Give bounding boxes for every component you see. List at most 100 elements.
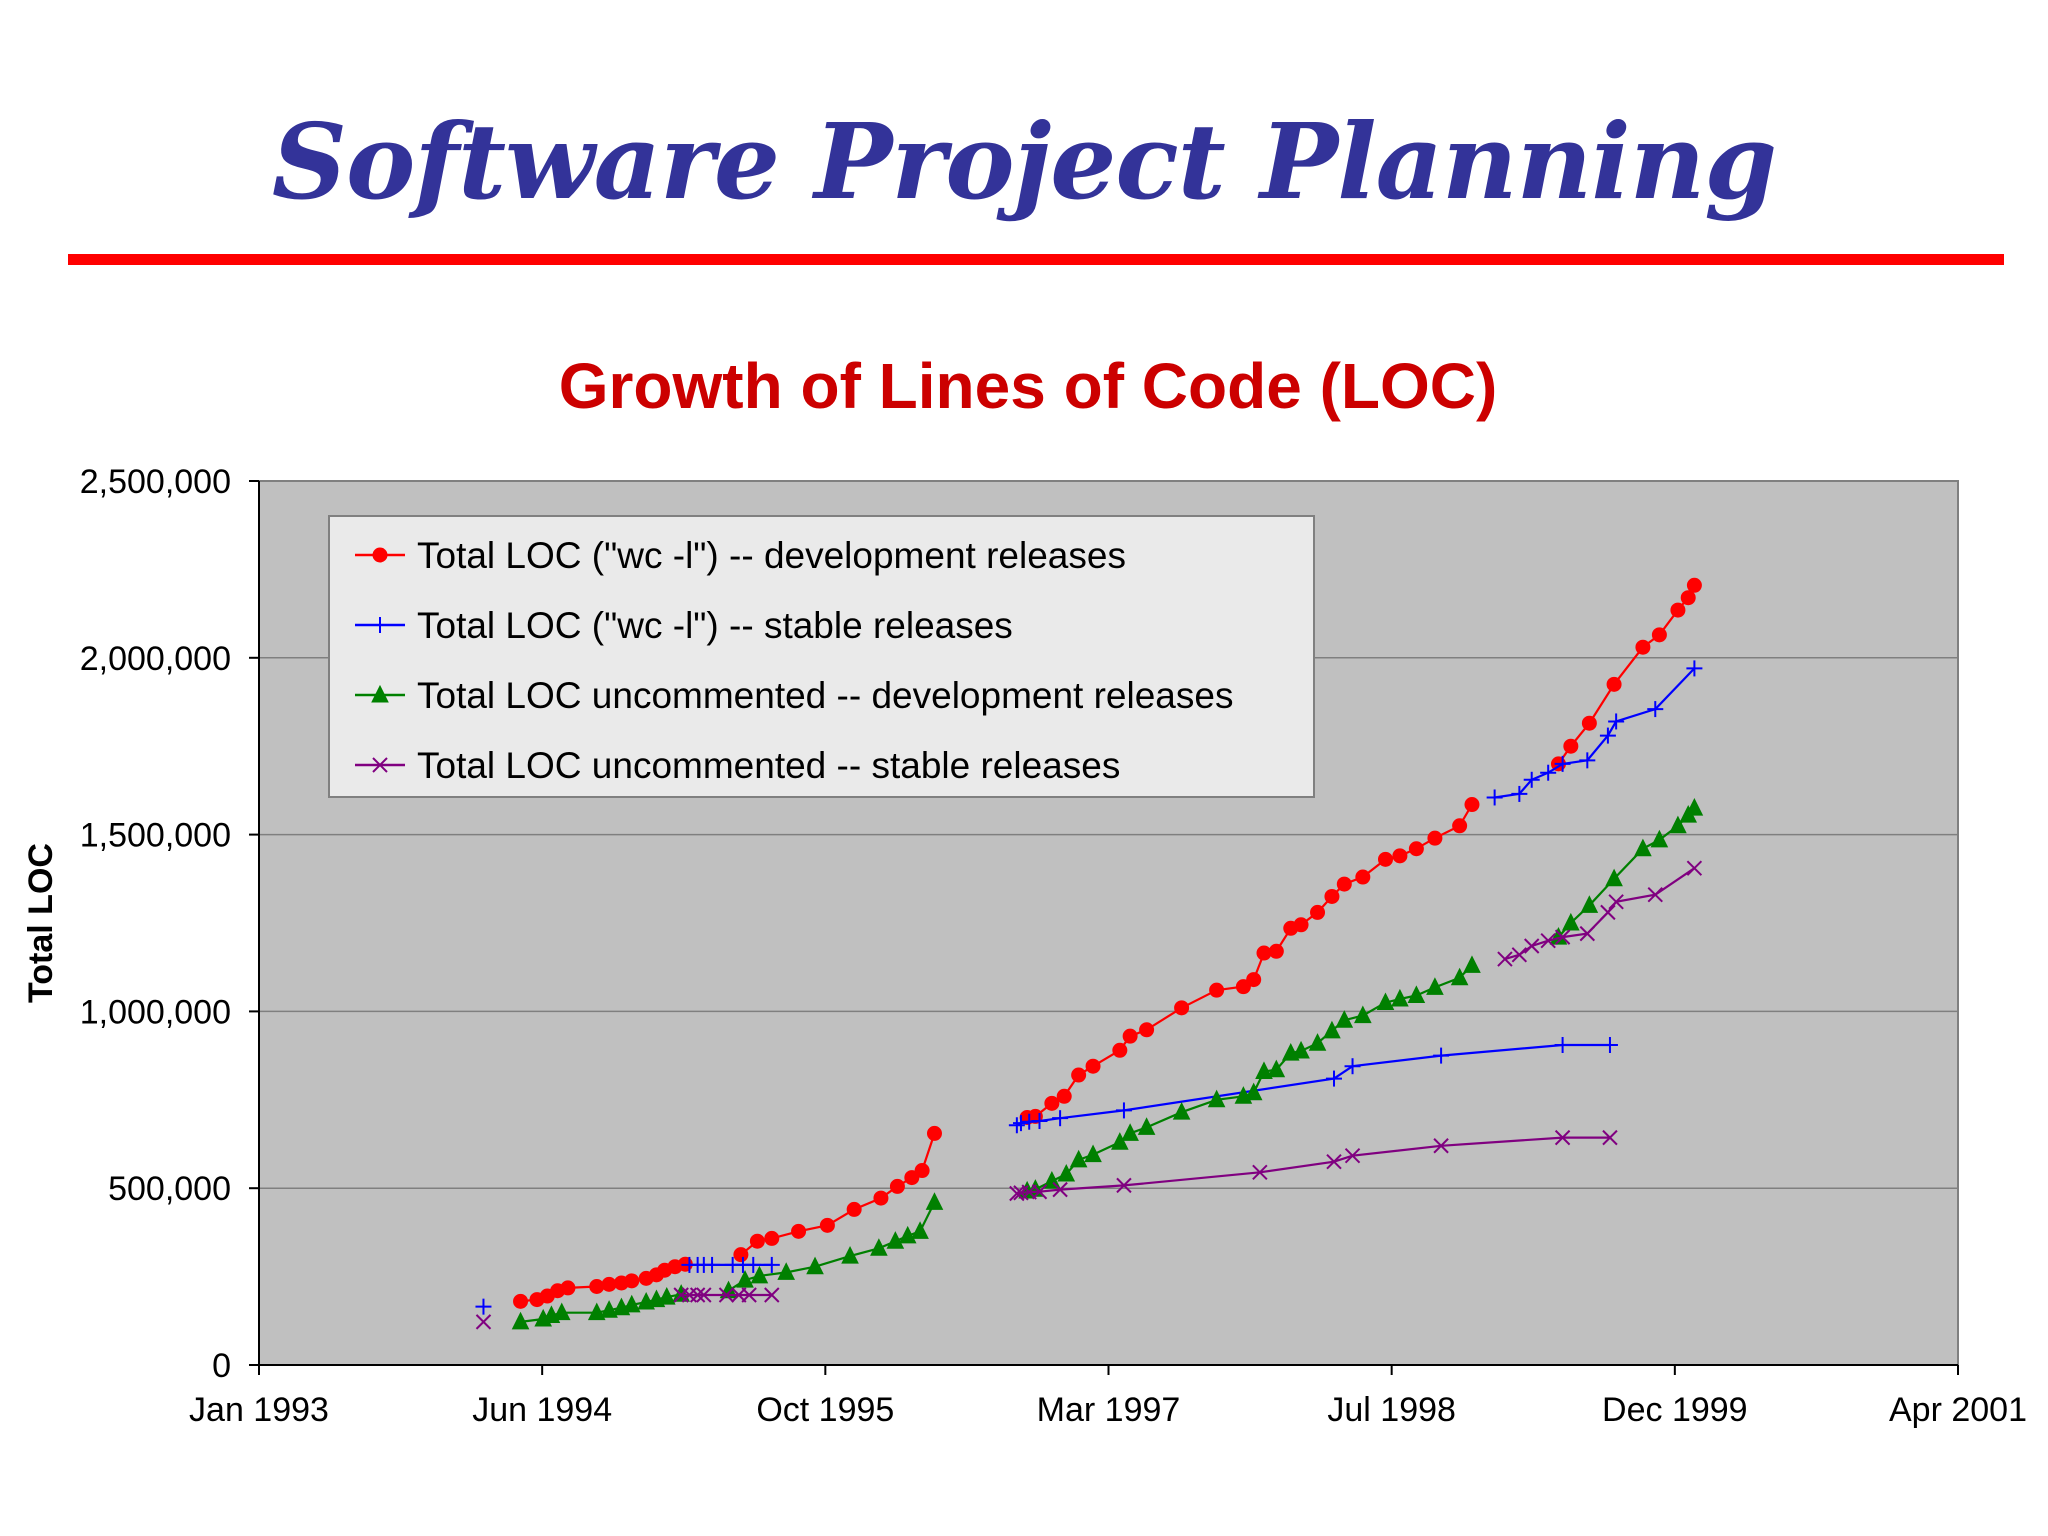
- data-point: [1452, 818, 1468, 834]
- data-point: [733, 1247, 749, 1263]
- data-point: [1523, 771, 1540, 788]
- data-point: [1207, 1089, 1226, 1108]
- data-point: [1174, 1000, 1190, 1016]
- data-point: [749, 1233, 765, 1249]
- data-point: [898, 1225, 917, 1244]
- chart-title: Growth of Lines of Code (LOC): [559, 350, 1498, 422]
- title-rule: [68, 254, 2004, 265]
- y-axis-title: Total LOC: [22, 843, 60, 1003]
- data-point: [745, 1256, 762, 1273]
- axes: 0 500,000 1,000,000 1,500,000 2,000,000 2,500…: [80, 463, 2027, 1429]
- x-tick-label: Dec 1999: [1602, 1391, 1748, 1429]
- data-point: [1111, 1132, 1129, 1150]
- legend-swatch-marker: [372, 757, 388, 773]
- legend-label: Total LOC uncommented -- stable releases: [417, 745, 1120, 786]
- data-point: [1408, 841, 1424, 857]
- data-point: [1523, 938, 1540, 954]
- data-point: [1336, 876, 1352, 892]
- data-point: [1122, 1028, 1138, 1044]
- series-line: [1494, 667, 1696, 799]
- data-point: [1686, 577, 1702, 593]
- data-point: [889, 1178, 905, 1194]
- data-point: [1634, 838, 1652, 857]
- data-point: [1433, 1047, 1450, 1064]
- data-point: [1554, 1036, 1571, 1053]
- data-point: [1172, 1102, 1191, 1120]
- data-point: [1255, 1061, 1273, 1080]
- data-point: [696, 1287, 712, 1303]
- legend-entry-4: Total LOC uncommented -- stable releases: [355, 745, 1120, 786]
- data-point: [1071, 1067, 1087, 1083]
- x-tick-label: Jun 1994: [472, 1391, 612, 1429]
- data-point: [1310, 904, 1326, 920]
- data-point: [1579, 925, 1596, 942]
- legend-entry-3: Total LOC uncommented -- development rel…: [355, 675, 1233, 716]
- data-point: [914, 1163, 930, 1179]
- series-2: [475, 660, 1703, 1315]
- data-point: [736, 1270, 754, 1288]
- data-point: [806, 1256, 824, 1275]
- data-point: [1427, 830, 1443, 846]
- data-point: [1031, 1113, 1048, 1130]
- series-4: [475, 860, 1703, 1330]
- data-point: [926, 1125, 942, 1141]
- data-point: [1426, 977, 1444, 995]
- legend-label: Total LOC ("wc -l") -- development relea…: [417, 535, 1126, 576]
- data-point: [513, 1293, 529, 1309]
- data-point: [1464, 797, 1480, 813]
- data-point: [904, 1170, 920, 1186]
- data-point: [552, 1302, 571, 1321]
- data-point: [1267, 1059, 1286, 1078]
- data-point: [1511, 785, 1528, 802]
- data-point: [1031, 1184, 1048, 1200]
- data-point: [741, 1287, 757, 1303]
- data-point: [1056, 1088, 1072, 1104]
- data-point: [1685, 797, 1704, 816]
- data-point: [819, 1217, 835, 1233]
- data-point: [1044, 1095, 1060, 1111]
- data-point: [1407, 985, 1426, 1003]
- data-point: [600, 1300, 618, 1318]
- data-point: [511, 1311, 530, 1330]
- data-point: [1292, 1040, 1310, 1059]
- data-point: [1686, 660, 1703, 677]
- data-point: [1324, 888, 1340, 904]
- data-point: [1084, 1144, 1102, 1163]
- data-point: [1344, 1147, 1361, 1164]
- data-point: [1252, 1164, 1268, 1180]
- data-point: [475, 1314, 492, 1330]
- data-point: [1511, 947, 1528, 963]
- data-point: [1326, 1070, 1343, 1087]
- data-point: [1069, 1149, 1088, 1168]
- data-point: [1012, 1115, 1029, 1132]
- data-point: [750, 1265, 769, 1284]
- y-tick-label: 1,500,000: [80, 817, 231, 855]
- data-point: [718, 1287, 735, 1303]
- data-point: [1209, 982, 1225, 998]
- data-point: [1121, 1123, 1139, 1141]
- data-point: [1647, 701, 1664, 718]
- data-point: [1600, 904, 1616, 921]
- data-point: [1391, 988, 1409, 1007]
- chart-legend: Total LOC ("wc -l") -- development relea…: [328, 515, 1315, 798]
- data-point: [1650, 829, 1669, 848]
- data-point: [624, 1273, 640, 1289]
- data-point: [1008, 1117, 1025, 1134]
- data-point: [1355, 869, 1371, 885]
- data-point: [1579, 752, 1596, 769]
- data-point: [925, 1192, 944, 1210]
- data-point: [1052, 1110, 1069, 1127]
- legend-entry-1: Total LOC ("wc -l") -- development relea…: [355, 535, 1126, 576]
- data-point: [791, 1223, 807, 1239]
- data-point: [1680, 590, 1696, 606]
- slide-title: Software Project Planning: [271, 100, 1777, 223]
- data-point: [1669, 815, 1687, 834]
- data-point: [1256, 945, 1272, 961]
- y-tick-label: 2,000,000: [80, 640, 231, 678]
- legend-swatch-marker: [371, 684, 389, 703]
- data-point: [1606, 676, 1622, 692]
- series-line: [1504, 867, 1696, 961]
- data-point: [763, 1256, 780, 1273]
- y-tick-label: 1,000,000: [80, 993, 231, 1031]
